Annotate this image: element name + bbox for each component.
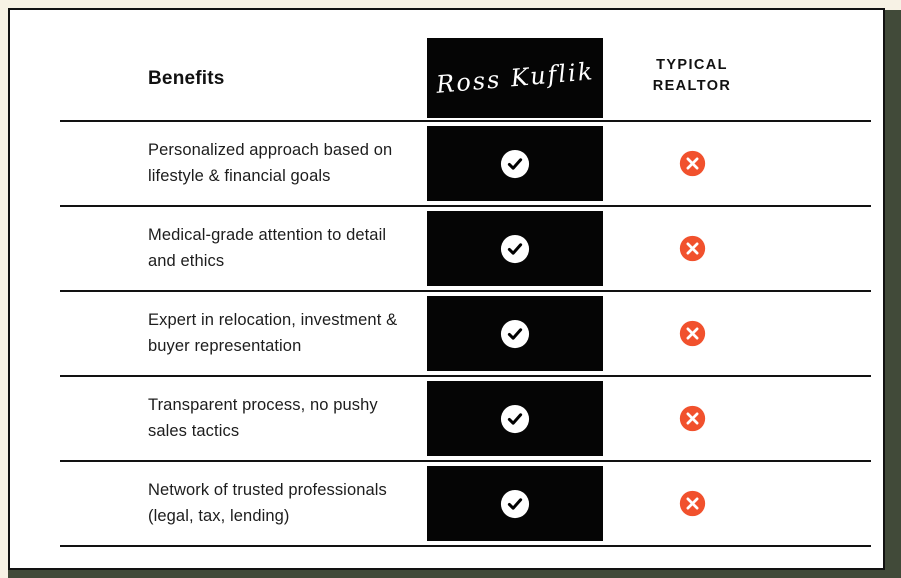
typical-cell: [603, 235, 781, 262]
brand-cell: [427, 462, 603, 545]
brand-signature: Ross Kuflik: [434, 57, 596, 99]
page-edge-shadow-bottom: [8, 570, 901, 578]
check-icon: [500, 489, 530, 519]
benefits-column-header: Benefits: [148, 68, 225, 89]
cross-icon: [679, 320, 706, 347]
benefit-text: Transparent process, no pushy sales tact…: [148, 395, 378, 440]
brand-band: [427, 211, 603, 286]
typical-realtor-column-header: TYPICAL REALTOR: [603, 55, 781, 99]
cross-icon: [679, 490, 706, 517]
check-icon: [500, 319, 530, 349]
brand-band: [427, 126, 603, 201]
typical-cell: [603, 150, 781, 177]
table-row: Medical-grade attention to detail and et…: [60, 207, 871, 292]
comparison-table: Benefits Ross Kuflik TYPICAL REALTOR Per…: [60, 10, 871, 547]
check-icon: [500, 149, 530, 179]
benefit-text: Medical-grade attention to detail and et…: [148, 225, 387, 270]
brand-band: [427, 296, 603, 371]
typical-cell: [603, 320, 781, 347]
typical-header-line1: TYPICAL: [656, 56, 728, 73]
benefit-text: Network of trusted professionals (legal,…: [148, 480, 387, 525]
brand-cell: [427, 377, 603, 460]
brand-column-header: Ross Kuflik: [427, 38, 603, 118]
benefit-text: Expert in relocation, investment & buyer…: [148, 310, 398, 355]
table-row: Personalized approach based on lifestyle…: [60, 122, 871, 207]
brand-cell: [427, 122, 603, 205]
typical-cell: [603, 405, 781, 432]
check-icon: [500, 404, 530, 434]
table-row: Network of trusted professionals (legal,…: [60, 462, 871, 547]
brand-band: [427, 381, 603, 456]
cross-icon: [679, 150, 706, 177]
cross-icon: [679, 235, 706, 262]
cross-icon: [679, 405, 706, 432]
table-row: Transparent process, no pushy sales tact…: [60, 377, 871, 462]
brand-band: [427, 466, 603, 541]
page-edge-shadow-right: [885, 10, 901, 578]
brand-cell: [427, 292, 603, 375]
typical-header-line2: REALTOR: [652, 78, 732, 95]
table-header-row: Benefits Ross Kuflik TYPICAL REALTOR: [60, 10, 871, 122]
typical-cell: [603, 490, 781, 517]
table-row: Expert in relocation, investment & buyer…: [60, 292, 871, 377]
brand-cell: [427, 207, 603, 290]
benefit-text: Personalized approach based on lifestyle…: [148, 140, 393, 185]
comparison-card: Benefits Ross Kuflik TYPICAL REALTOR Per…: [8, 8, 885, 570]
check-icon: [500, 234, 530, 264]
